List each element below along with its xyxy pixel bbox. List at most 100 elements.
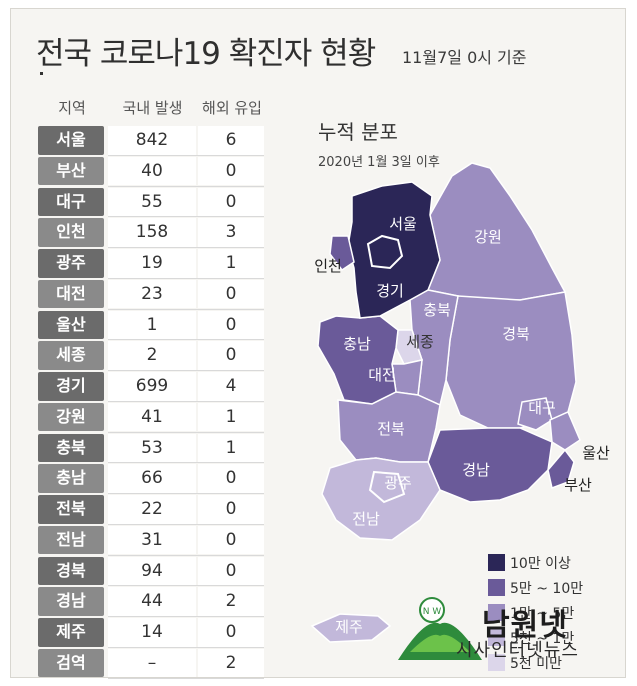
- table-row: 대전 23 0: [38, 279, 264, 310]
- overseas-cell: 0: [198, 279, 264, 309]
- row-divider: [108, 462, 264, 464]
- overseas-cell: 1: [198, 433, 264, 462]
- table-row: 제주 14 0: [38, 617, 264, 648]
- overseas-cell: 0: [198, 618, 264, 647]
- legend-swatch: [488, 579, 505, 596]
- watermark-name: 남원넷: [482, 608, 568, 643]
- table-row: 경북 94 0: [38, 556, 264, 587]
- table-row: 부산 40 0: [38, 156, 264, 187]
- table-row: 경남 44 2: [38, 586, 264, 617]
- column-header-overseas: 해외 유입: [202, 99, 262, 117]
- legend-swatch: [488, 654, 505, 671]
- overseas-cell: 0: [198, 556, 264, 585]
- table-row: 세종 2 0: [38, 340, 264, 371]
- row-divider: [108, 370, 264, 371]
- row-divider: [108, 400, 264, 402]
- legend-label: 5만 ~ 10만: [510, 581, 584, 597]
- table-body: 서울 842 6 부산 40 0 대구 55 0 인천 158 3 광주 19 1 대전 23 0 울산 1 0 세종 2 0…: [38, 125, 264, 679]
- domestic-cell: 158: [108, 218, 196, 247]
- overseas-cell: 0: [198, 310, 264, 339]
- table-row: 서울 842 6: [38, 125, 264, 156]
- legend-swatch: [488, 604, 505, 621]
- map-region-label: 전남: [352, 510, 380, 528]
- legend-label: 10만 이상: [510, 556, 571, 572]
- legend-label: 5천 미만: [510, 656, 562, 672]
- table-header: 지역 국내 발생 해외 유입: [38, 92, 264, 125]
- legend-label: 1만 ~ 5만: [510, 606, 575, 622]
- region-shape-busan: [547, 448, 575, 490]
- row-divider: [108, 431, 264, 433]
- domestic-cell: 44: [108, 587, 196, 616]
- map-region-label: 경기: [376, 282, 404, 300]
- legend-swatch: [488, 554, 505, 571]
- overseas-cell: 2: [198, 587, 264, 616]
- region-cell: 부산: [38, 156, 104, 186]
- domestic-cell: 55: [108, 187, 196, 216]
- region-shape-gwangju: [368, 470, 406, 504]
- domestic-cell: 22: [108, 495, 196, 524]
- watermark-logo: N W 남원넷 시사인터넷뉴스: [396, 596, 626, 668]
- map-region-label: 대전: [368, 366, 396, 384]
- region-cell: 전북: [38, 495, 104, 524]
- row-divider: [108, 646, 264, 648]
- region-shape-jeju: [310, 613, 392, 643]
- domestic-cell: 31: [108, 525, 196, 555]
- region-shape-incheon: [329, 235, 355, 272]
- map-region-label: 서울: [389, 215, 417, 233]
- region-cell: 광주: [38, 249, 104, 278]
- region-cell: 대구: [38, 187, 104, 216]
- row-divider: [108, 677, 264, 679]
- table-row: 전북 22 0: [38, 494, 264, 525]
- map-title: 누적 분포: [318, 120, 398, 144]
- row-divider: [108, 277, 264, 279]
- region-cell: 경북: [38, 556, 104, 585]
- region-cell: 충북: [38, 433, 104, 462]
- region-shape-gyeongnam: [427, 427, 553, 503]
- legend-label: 5천 ~ 1만: [510, 631, 575, 647]
- row-divider: [108, 616, 264, 617]
- overseas-cell: 3: [198, 218, 264, 247]
- overseas-cell: 0: [198, 187, 264, 216]
- region-cell: 검역: [38, 648, 104, 678]
- column-header-region: 지역: [58, 99, 86, 117]
- watermark-subtitle: 시사인터넷뉴스: [456, 640, 579, 661]
- basis-date: 11월7일 0시 기준: [402, 48, 527, 67]
- region-cell: 세종: [38, 341, 104, 370]
- overseas-cell: 6: [198, 126, 264, 155]
- overseas-cell: 0: [198, 341, 264, 370]
- region-shape-daegu: [517, 397, 553, 431]
- overseas-cell: 0: [198, 464, 264, 493]
- mountain-emblem-icon: N W: [398, 597, 482, 660]
- domestic-cell: 41: [108, 402, 196, 432]
- region-cell: 울산: [38, 310, 104, 339]
- region-cell: 충남: [38, 464, 104, 493]
- legend-swatch: [488, 629, 505, 646]
- map-subtitle: 2020년 1월 3일 이후: [318, 155, 440, 170]
- overseas-cell: 4: [198, 372, 264, 401]
- overseas-cell: 2: [198, 648, 264, 678]
- domestic-cell: 23: [108, 279, 196, 309]
- table-row: 인천 158 3: [38, 217, 264, 248]
- map-region-label: 울산: [582, 444, 610, 462]
- overseas-cell: 0: [198, 525, 264, 555]
- table-row: 강원 41 1: [38, 402, 264, 433]
- map-region-label: 경북: [502, 325, 530, 343]
- domestic-cell: 53: [108, 433, 196, 462]
- domestic-cell: 842: [108, 126, 196, 155]
- row-divider: [108, 247, 264, 248]
- table-row: 충북 53 1: [38, 433, 264, 464]
- region-cell: 인천: [38, 218, 104, 247]
- region-cell: 강원: [38, 402, 104, 432]
- domestic-cell: 699: [108, 372, 196, 401]
- svg-text:N W: N W: [423, 607, 442, 617]
- row-divider: [108, 308, 264, 310]
- map-region-label: 충북: [423, 301, 451, 319]
- overseas-cell: 0: [198, 495, 264, 524]
- region-cell: 경기: [38, 372, 104, 401]
- region-cell: 경남: [38, 587, 104, 616]
- row-divider: [108, 216, 264, 218]
- table-row: 울산 1 0: [38, 310, 264, 341]
- domestic-cell: 19: [108, 249, 196, 278]
